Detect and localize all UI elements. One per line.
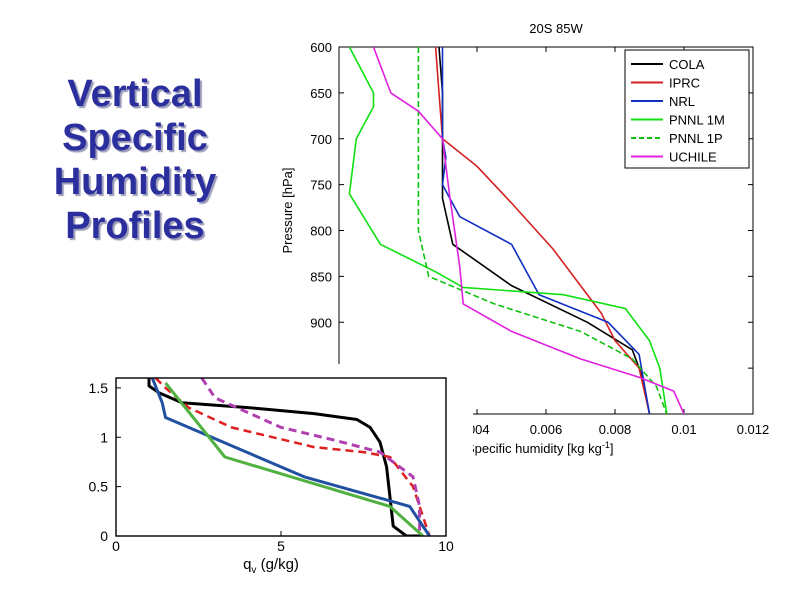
inset-series-group	[147, 378, 431, 536]
y-tick-label: 900	[310, 315, 332, 330]
legend-label-nrl: NRL	[669, 94, 695, 109]
inset-series-red	[154, 378, 431, 536]
y-tick-label: 650	[310, 86, 332, 101]
x-tick-label: 0.006	[530, 422, 563, 437]
inset-series-blue	[150, 378, 431, 536]
legend-label-iprc: IPRC	[669, 76, 700, 91]
series-line-cola	[438, 47, 651, 414]
legend-label-uchile: UCHILE	[669, 150, 717, 165]
main-series-group	[348, 47, 685, 414]
inset-x-tick-label: 10	[438, 538, 454, 554]
y-tick-label: 800	[310, 224, 332, 239]
inset-x-axis-label: qv (g/kg)	[243, 556, 299, 576]
inset-y-tick-label: 1	[100, 429, 108, 445]
x-tick-label: 0.01	[671, 422, 696, 437]
main-y-axis-label: Pressure [hPa]	[280, 168, 295, 254]
series-line-uchile	[372, 47, 685, 414]
series-line-pnnl-1p	[417, 47, 668, 414]
inset-series-magenta	[200, 378, 422, 536]
main-x-axis-label: Specific humidity [kg kg-1]	[466, 440, 613, 456]
inset-x-tick-label: 0	[112, 538, 120, 554]
inset-series-green	[164, 381, 424, 536]
inset-humidity-chart: 0 0.5 1 1.5 0 5 10 qv (g/kg)	[89, 377, 454, 576]
legend-box	[624, 49, 750, 169]
inset-y-tick-label: 0.5	[89, 479, 109, 495]
series-line-iprc	[434, 47, 651, 414]
title-line-4: Profiles	[65, 205, 205, 247]
title-line-3: Humidity	[53, 161, 217, 203]
legend-label-pnnl-1p: PNNL 1P	[669, 131, 723, 146]
y-tick-label: 750	[310, 178, 332, 193]
slide-title: Vertical Specific Humidity Profiles	[20, 72, 250, 248]
inset-y-tick-label: 0	[100, 528, 108, 544]
x-tick-label: 0.012	[737, 422, 770, 437]
y-tick-label: 700	[310, 132, 332, 147]
x-tick-label: 0.008	[599, 422, 632, 437]
series-line-pnnl-1m	[348, 47, 668, 414]
title-line-2: Specific	[62, 117, 208, 159]
main-chart-title: 20S 85W	[529, 21, 583, 36]
inset-chart-panel: 0 0.5 1 1.5 0 5 10 qv (g/kg)	[63, 364, 473, 590]
series-line-nrl	[441, 47, 651, 414]
title-line-1: Vertical	[67, 73, 203, 115]
legend-label-pnnl-1m: PNNL 1M	[669, 113, 725, 128]
inset-series-black	[147, 378, 423, 536]
legend-label-cola: COLA	[669, 57, 705, 72]
y-tick-label: 850	[310, 269, 332, 284]
y-tick-label: 600	[310, 40, 332, 55]
inset-y-tick-label: 1.5	[89, 380, 109, 396]
inset-x-tick-label: 5	[277, 538, 285, 554]
